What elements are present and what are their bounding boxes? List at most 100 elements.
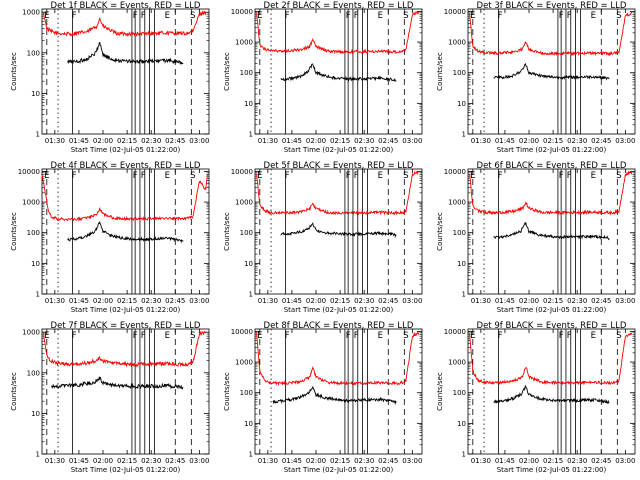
x-tick-label: 02:00 xyxy=(519,457,539,465)
lld-series-line xyxy=(41,174,208,222)
y-tick-label: 1000 xyxy=(235,199,253,207)
y-tick-label: 10 xyxy=(31,410,40,418)
lld-series-line xyxy=(43,330,207,368)
x-tick-label: 02:30 xyxy=(141,457,161,465)
x-axis-label: Start Time (02-Jul-05 01:22:00) xyxy=(497,466,607,474)
x-tick-label: 01:30 xyxy=(471,457,491,465)
x-tick-label: 02:15 xyxy=(117,457,137,465)
marker-letter: E xyxy=(44,11,49,21)
lld-series-line xyxy=(256,331,420,387)
y-tick-label: 100 xyxy=(240,69,253,77)
marker-letter: E xyxy=(470,171,475,181)
marker-letter: F xyxy=(559,11,564,21)
y-tick-label: 10 xyxy=(457,420,466,428)
x-tick-label: 02:00 xyxy=(306,457,326,465)
y-tick-label: 10000 xyxy=(444,8,466,16)
x-axis-label: Start Time (02-Jul-05 01:22:00) xyxy=(284,306,394,314)
y-tick-label: 1 xyxy=(462,291,466,299)
y-axis-label: Counts/sec xyxy=(223,212,231,251)
marker-letter: F xyxy=(72,171,77,181)
x-tick-label: 02:00 xyxy=(306,297,326,305)
y-tick-label: 1000 xyxy=(235,359,253,367)
x-tick-label: 02:00 xyxy=(306,137,326,145)
marker-letter: F xyxy=(559,331,564,341)
marker-letter: F xyxy=(285,331,290,341)
x-tick-label: 02:45 xyxy=(591,297,611,305)
marker-letter: F xyxy=(285,171,290,181)
marker-letter: F xyxy=(567,331,572,341)
x-axis-label: Start Time (02-Jul-05 01:22:00) xyxy=(71,306,181,314)
marker-letter: E xyxy=(44,171,49,181)
marker-letter: E xyxy=(591,11,596,21)
marker-letter: E xyxy=(470,331,475,341)
x-tick-label: 02:30 xyxy=(354,297,374,305)
y-tick-label: 10 xyxy=(244,100,253,108)
x-tick-label: 01:45 xyxy=(69,297,89,305)
x-axis-label: Start Time (02-Jul-05 01:22:00) xyxy=(284,466,394,474)
panel-title: Det 1f BLACK = Events, RED = LLD xyxy=(51,1,201,11)
plot-frame xyxy=(254,328,423,455)
marker-letter: S xyxy=(403,171,408,181)
x-tick-label: 01:30 xyxy=(471,137,491,145)
y-tick-label: 10000 xyxy=(18,168,40,176)
events-series-line xyxy=(67,220,184,244)
x-axis-label: Start Time (02-Jul-05 01:22:00) xyxy=(71,466,181,474)
x-tick-label: 02:15 xyxy=(543,137,563,145)
marker-letter: E xyxy=(257,171,262,181)
y-tick-label: 100 xyxy=(27,49,40,57)
marker-letter: E xyxy=(470,11,475,21)
x-axis-label: Start Time (02-Jul-05 01:22:00) xyxy=(284,146,394,154)
y-tick-label: 10 xyxy=(244,260,253,268)
x-tick-label: 01:45 xyxy=(282,297,302,305)
plot-frame xyxy=(41,168,210,295)
x-tick-label: 02:15 xyxy=(330,137,350,145)
y-tick-label: 10000 xyxy=(444,328,466,336)
plot-frame xyxy=(254,8,423,135)
y-tick-label: 10 xyxy=(457,260,466,268)
y-tick-label: 10000 xyxy=(231,328,253,336)
y-tick-label: 1000 xyxy=(22,9,40,17)
x-tick-label: 02:45 xyxy=(165,297,185,305)
marker-letter: S xyxy=(616,11,621,21)
y-axis-label: Counts/sec xyxy=(436,52,444,91)
x-tick-label: 03:00 xyxy=(189,297,209,305)
marker-letter: S xyxy=(190,331,195,341)
plot-frame xyxy=(467,8,636,135)
y-tick-label: 1 xyxy=(36,451,40,459)
y-tick-label: 1 xyxy=(249,451,253,459)
x-tick-label: 02:15 xyxy=(117,297,137,305)
x-tick-label: 02:00 xyxy=(93,137,113,145)
x-tick-label: 03:00 xyxy=(189,137,209,145)
marker-letter: F xyxy=(567,171,572,181)
x-tick-label: 01:30 xyxy=(45,137,65,145)
marker-letter: F xyxy=(141,11,146,21)
y-tick-label: 1 xyxy=(462,131,466,139)
x-tick-label: 01:45 xyxy=(282,137,302,145)
panel-title: Det 8f BLACK = Events, RED = LLD xyxy=(264,321,414,331)
y-tick-label: 100 xyxy=(240,229,253,237)
marker-letter: F xyxy=(346,331,351,341)
marker-letter: E xyxy=(165,331,170,341)
y-tick-label: 1000 xyxy=(448,39,466,47)
panel-title: Det 4f BLACK = Events, RED = LLD xyxy=(51,161,201,171)
x-tick-label: 02:30 xyxy=(354,457,374,465)
marker-letter: F xyxy=(354,11,359,21)
y-tick-label: 10 xyxy=(31,260,40,268)
x-tick-label: 02:30 xyxy=(141,137,161,145)
y-tick-label: 1 xyxy=(36,131,40,139)
x-tick-label: 01:30 xyxy=(258,457,278,465)
x-tick-label: 02:45 xyxy=(165,137,185,145)
y-tick-label: 10 xyxy=(457,100,466,108)
y-tick-label: 10000 xyxy=(444,168,466,176)
y-tick-label: 100 xyxy=(240,389,253,397)
y-tick-label: 1 xyxy=(462,451,466,459)
panel-title: Det 6f BLACK = Events, RED = LLD xyxy=(477,161,627,171)
y-tick-label: 100 xyxy=(453,389,466,397)
y-tick-label: 100 xyxy=(453,229,466,237)
panel-title: Det 9f BLACK = Events, RED = LLD xyxy=(477,321,627,331)
marker-letter: S xyxy=(616,171,621,181)
